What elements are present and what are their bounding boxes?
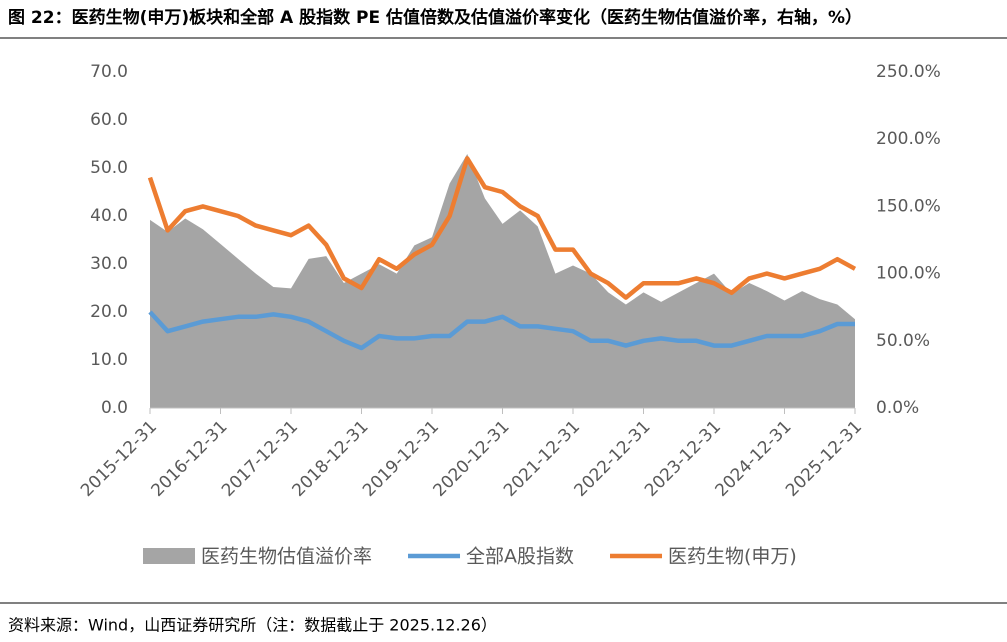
y-tick-label: 50.0 (90, 158, 128, 178)
y-tick-label: 0.0 (101, 398, 128, 418)
legend-swatch (143, 548, 195, 564)
legend-label: 医药生物估值溢价率 (201, 546, 372, 568)
area (150, 153, 855, 408)
source: 资料来源：Wind，山西证券研究所（注：数据截止于 2025.12.26） (8, 616, 497, 635)
y2-tick-label: 150.0% (876, 196, 941, 216)
line (148, 310, 855, 351)
y-tick-label: 60.0 (90, 110, 128, 130)
legend-label: 全部A股指数 (466, 546, 574, 568)
y-tick-label: 40.0 (90, 206, 128, 226)
y-tick-label: 70.0 (90, 62, 128, 82)
legend-label: 医药生物(申万) (668, 546, 797, 568)
y2-tick-label: 200.0% (876, 129, 941, 149)
y2-tick-label: 250.0% (876, 62, 941, 82)
x-tick-label: 2025-12-31 (782, 417, 866, 501)
y-tick-label: 30.0 (90, 254, 128, 274)
y2-tick-label: 100.0% (876, 264, 941, 284)
y2-tick-label: 0.0% (876, 398, 919, 418)
y-tick-label: 20.0 (90, 302, 128, 322)
y2-tick-label: 50.0% (876, 331, 930, 351)
y-tick-label: 10.0 (90, 350, 128, 370)
chart-title: 图 22：医药生物(申万)板块和全部 A 股指数 PE 估值倍数及估值溢价率变化… (8, 7, 862, 28)
line (147, 156, 857, 300)
